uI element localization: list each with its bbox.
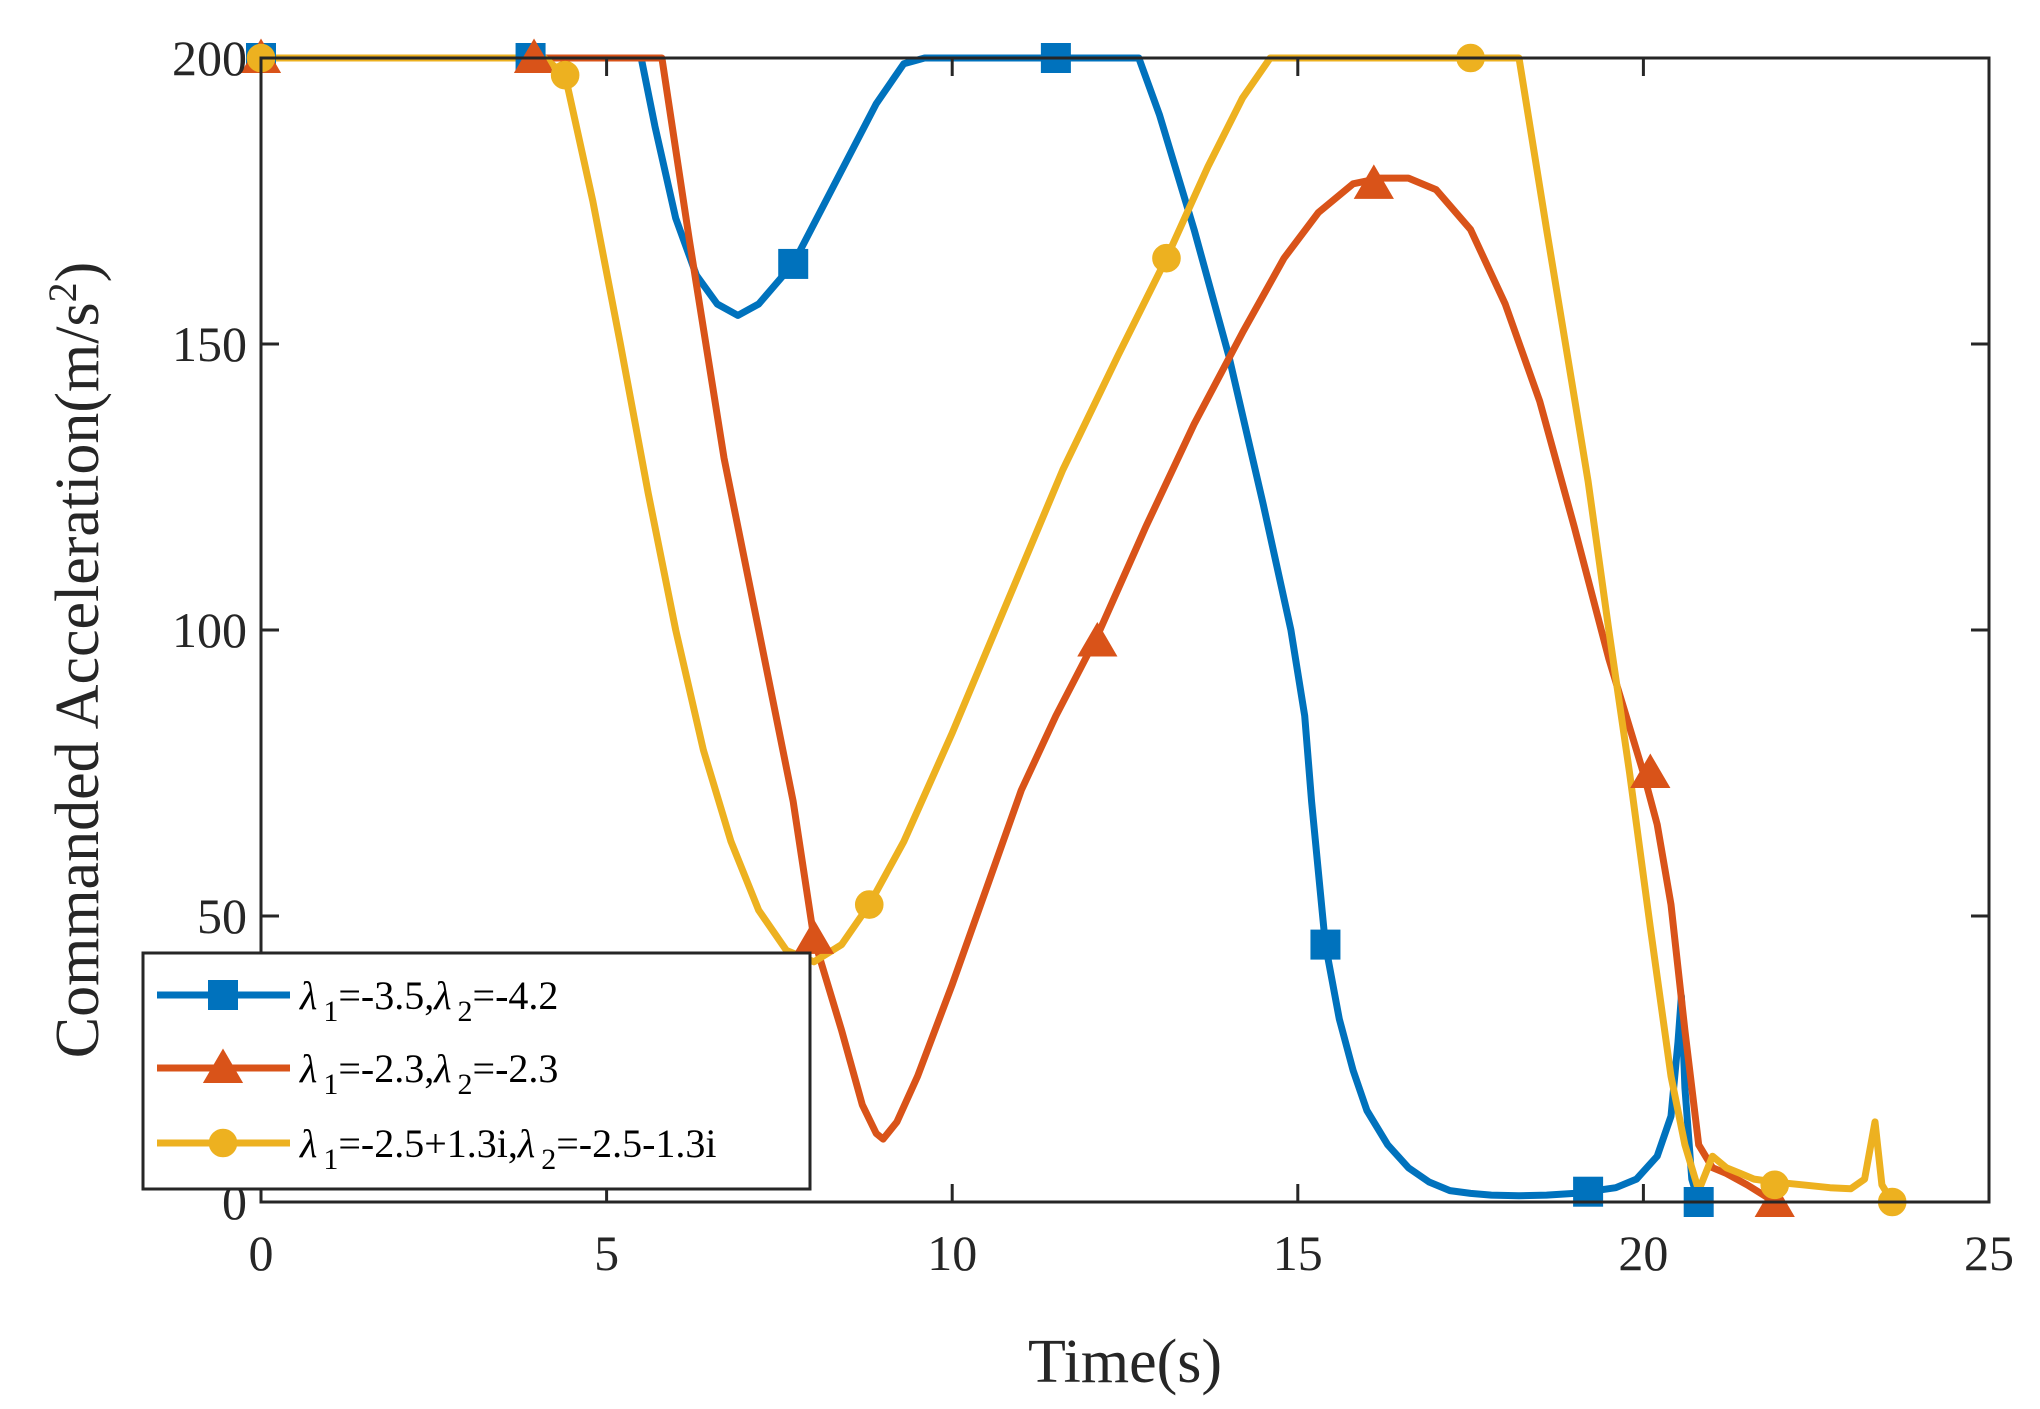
legend-value: =-3.5, (338, 973, 434, 1018)
legend-subscript: 1 (323, 1143, 338, 1176)
legend-subscript: 2 (458, 995, 473, 1028)
legend-value: =-2.5+1.3i, (338, 1121, 518, 1166)
legend-lambda: λ (299, 1046, 317, 1091)
legend-lambda: λ (299, 973, 317, 1018)
series-2-marker-6 (1630, 753, 1671, 788)
series-2-marker-5 (1353, 164, 1394, 199)
series-3-marker-4 (1152, 243, 1181, 273)
x-tick-label-4: 20 (1618, 1225, 1668, 1281)
series-3-marker-2 (550, 60, 580, 90)
x-axis-label: Time(s) (1028, 1328, 1222, 1396)
legend-marker-1 (208, 980, 238, 1010)
legend-label-2: λ 1=-2.3,λ 2=-2.3 (299, 1046, 558, 1101)
series-line-1 (257, 54, 1703, 1206)
legend-subscript: 1 (323, 995, 338, 1028)
x-tick-label-5: 25 (1964, 1225, 2014, 1281)
series-1-marker-5 (1310, 929, 1341, 960)
series-3-marker-3 (854, 890, 884, 919)
legend: λ 1=-3.5,λ 2=-4.2λ 1=-2.3,λ 2=-2.3λ 1=-2.5+1.… (141, 951, 812, 1191)
y-tick-label-1: 50 (197, 888, 247, 944)
legend-subscript: 2 (458, 1068, 473, 1101)
y-axis-label: Commanded Acceleration(m/s2) (40, 262, 112, 1059)
y-tick-label-3: 150 (172, 316, 247, 372)
legend-value: =-2.5-1.3i (556, 1121, 716, 1166)
legend-lambda: λ (299, 1121, 317, 1166)
y-tick-label-2: 100 (172, 602, 247, 658)
series-line-2 (257, 54, 1779, 1206)
legend-label-1: λ 1=-3.5,λ 2=-4.2 (299, 973, 558, 1028)
legend-marker-3 (208, 1128, 238, 1158)
y-axis-label-superscript: 2 (40, 282, 85, 302)
y-axis-label-close: ) (44, 262, 112, 283)
series-2-marker-7 (1754, 1182, 1795, 1217)
series-2-marker-4 (1077, 621, 1118, 657)
series-1-marker-3 (778, 248, 809, 279)
legend-subscript: 1 (323, 1068, 338, 1101)
legend-value: =-4.2 (473, 973, 559, 1018)
x-tick-label-2: 10 (927, 1225, 977, 1281)
y-axis-label-main: Commanded Acceleration(m/s (44, 302, 112, 1058)
legend-lambda: λ (433, 973, 451, 1018)
legend-value: =-2.3, (338, 1046, 434, 1091)
x-tick-label-0: 0 (249, 1225, 274, 1281)
x-tick-label-3: 15 (1273, 1225, 1323, 1281)
legend-lambda: λ (517, 1121, 535, 1166)
y-tick-label-4: 200 (172, 30, 247, 86)
legend-marker-2 (202, 1048, 244, 1083)
legend-label-3: λ 1=-2.5+1.3i,λ 2=-2.5-1.3i (299, 1121, 717, 1176)
legend-value: =-2.3 (473, 1046, 559, 1091)
series-3-marker-6 (1760, 1170, 1790, 1200)
series-2-marker-2 (513, 38, 555, 73)
legend-lambda: λ (433, 1046, 451, 1091)
legend-subscript: 2 (541, 1143, 556, 1176)
series-2-marker-3 (793, 919, 835, 954)
x-tick-label-1: 5 (594, 1225, 619, 1281)
